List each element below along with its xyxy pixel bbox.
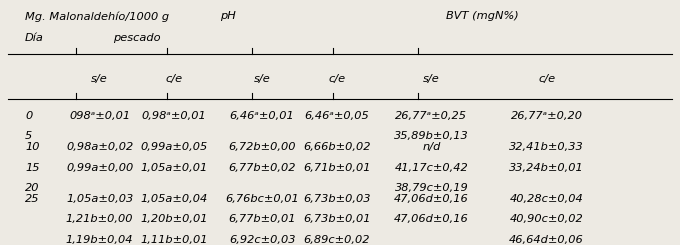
Text: 40,90c±0,02: 40,90c±0,02 <box>510 214 583 224</box>
Text: 1,05a±0,01: 1,05a±0,01 <box>141 163 207 173</box>
Text: 26,77ᵃ±0,25: 26,77ᵃ±0,25 <box>396 111 467 121</box>
Text: 41,17c±0,42: 41,17c±0,42 <box>394 163 469 173</box>
Text: Día: Día <box>25 33 44 43</box>
Text: 35,89b±0,13: 35,89b±0,13 <box>394 131 469 141</box>
Text: 33,24b±0,01: 33,24b±0,01 <box>509 163 584 173</box>
Text: 0,98a±0,02: 0,98a±0,02 <box>66 142 133 152</box>
Text: pH: pH <box>220 11 236 21</box>
Text: 6,89c±0,02: 6,89c±0,02 <box>303 235 370 245</box>
Text: 6,92c±0,03: 6,92c±0,03 <box>229 235 295 245</box>
Text: 40,28c±0,04: 40,28c±0,04 <box>510 194 583 204</box>
Text: 20: 20 <box>25 183 39 193</box>
Text: 32,41b±0,33: 32,41b±0,33 <box>509 142 584 152</box>
Text: 6,71b±0,01: 6,71b±0,01 <box>303 163 371 173</box>
Text: 0,99a±0,05: 0,99a±0,05 <box>141 142 207 152</box>
Text: Mg. Malonaldehío/1000 g: Mg. Malonaldehío/1000 g <box>25 11 169 22</box>
Text: 6,73b±0,01: 6,73b±0,01 <box>303 214 371 224</box>
Text: 38,79c±0,19: 38,79c±0,19 <box>394 183 469 193</box>
Text: c/e: c/e <box>538 74 555 84</box>
Text: 1,20b±0,01: 1,20b±0,01 <box>140 214 208 224</box>
Text: 6,77b±0,02: 6,77b±0,02 <box>228 163 296 173</box>
Text: 6,46ᵃ±0,05: 6,46ᵃ±0,05 <box>304 111 369 121</box>
Text: n/d: n/d <box>422 142 441 152</box>
Text: 26,77ᵃ±0,20: 26,77ᵃ±0,20 <box>511 111 583 121</box>
Text: s/e: s/e <box>254 74 271 84</box>
Text: 098ᵃ±0,01: 098ᵃ±0,01 <box>69 111 130 121</box>
Text: 6,72b±0,00: 6,72b±0,00 <box>228 142 296 152</box>
Text: 1,11b±0,01: 1,11b±0,01 <box>140 235 208 245</box>
Text: 6,76bc±0,01: 6,76bc±0,01 <box>225 194 299 204</box>
Text: 5: 5 <box>25 131 33 141</box>
Text: 6,73b±0,03: 6,73b±0,03 <box>303 194 371 204</box>
Text: 0,98ᵃ±0,01: 0,98ᵃ±0,01 <box>141 111 207 121</box>
Text: 1,19b±0,04: 1,19b±0,04 <box>66 235 133 245</box>
Text: 15: 15 <box>25 163 39 173</box>
Text: s/e: s/e <box>91 74 108 84</box>
Text: 46,64d±0,06: 46,64d±0,06 <box>509 235 584 245</box>
Text: c/e: c/e <box>328 74 345 84</box>
Text: c/e: c/e <box>165 74 183 84</box>
Text: 47,06d±0,16: 47,06d±0,16 <box>394 214 469 224</box>
Text: 0,99a±0,00: 0,99a±0,00 <box>66 163 133 173</box>
Text: s/e: s/e <box>423 74 440 84</box>
Text: 1,05a±0,04: 1,05a±0,04 <box>141 194 207 204</box>
Text: 0: 0 <box>25 111 33 121</box>
Text: BVT (mgN%): BVT (mgN%) <box>446 11 519 21</box>
Text: 6,77b±0,01: 6,77b±0,01 <box>228 214 296 224</box>
Text: 1,21b±0,00: 1,21b±0,00 <box>66 214 133 224</box>
Text: 47,06d±0,16: 47,06d±0,16 <box>394 194 469 204</box>
Text: 25: 25 <box>25 194 39 204</box>
Text: 1,05a±0,03: 1,05a±0,03 <box>66 194 133 204</box>
Text: 10: 10 <box>25 142 39 152</box>
Text: pescado: pescado <box>113 33 160 43</box>
Text: 6,46ᵃ±0,01: 6,46ᵃ±0,01 <box>230 111 294 121</box>
Text: 6,66b±0,02: 6,66b±0,02 <box>303 142 371 152</box>
